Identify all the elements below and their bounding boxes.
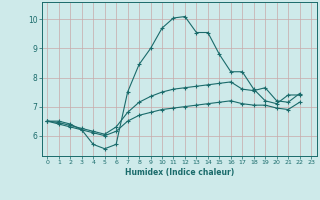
X-axis label: Humidex (Indice chaleur): Humidex (Indice chaleur) <box>124 168 234 177</box>
